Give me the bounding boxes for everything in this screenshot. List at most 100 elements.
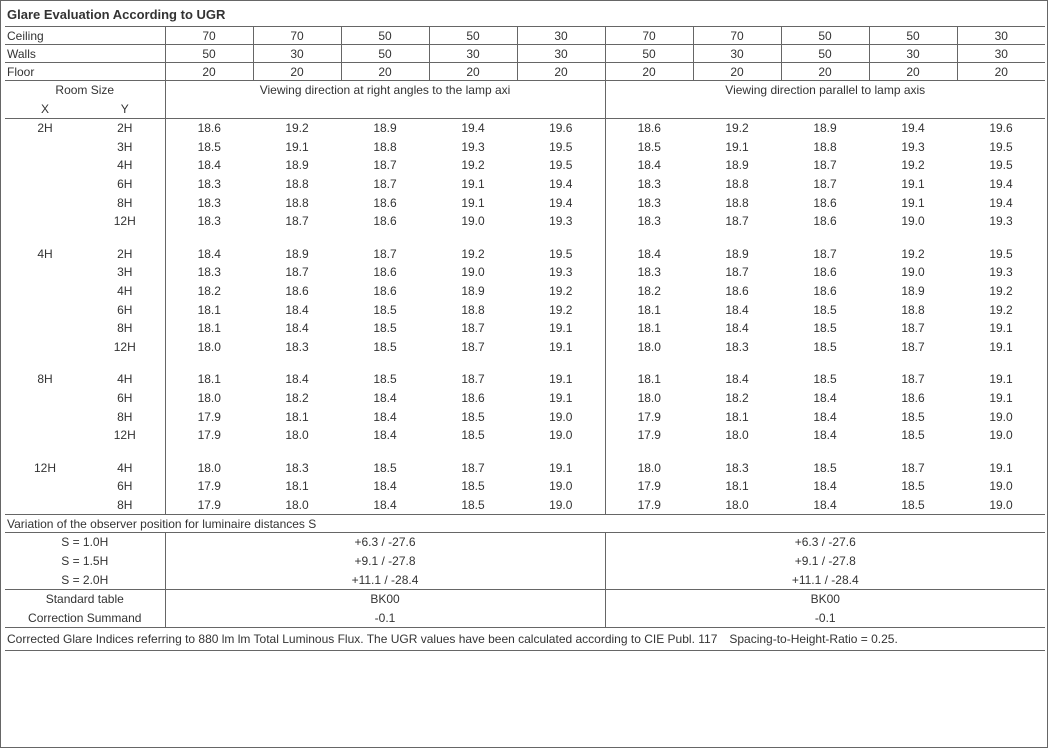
ugr-value: 18.3 [605,263,693,282]
table-title: Glare Evaluation According to UGR [5,5,1043,26]
room-x [5,389,85,408]
ugr-value: 18.7 [429,338,517,357]
ugr-value: 18.0 [605,389,693,408]
ugr-table-frame: Glare Evaluation According to UGR Ceilin… [0,0,1048,748]
ugr-value: 18.4 [253,370,341,389]
header-ceiling-val: 70 [693,27,781,45]
ugr-value: 17.9 [165,477,253,496]
ugr-value: 19.6 [517,119,605,138]
header-ceiling-val: 50 [869,27,957,45]
room-y: 2H [85,119,165,138]
ugr-value: 18.0 [605,338,693,357]
header-floor-val: 20 [869,63,957,81]
room-y: 12H [85,426,165,445]
room-x [5,408,85,427]
ugr-value: 18.7 [253,263,341,282]
room-x [5,477,85,496]
ugr-value: 18.7 [781,245,869,264]
variation-right: +6.3 / -27.6 [605,533,1045,552]
ugr-value: 18.5 [781,459,869,478]
viewing-left-label: Viewing direction at right angles to the… [165,81,605,100]
ugr-value: 18.5 [869,408,957,427]
header-floor-val: 20 [165,63,253,81]
header-walls-val: 50 [165,45,253,63]
ugr-value: 18.8 [693,194,781,213]
ugr-value: 19.0 [429,263,517,282]
ugr-value: 18.9 [253,245,341,264]
ugr-value: 19.0 [517,408,605,427]
ugr-value: 18.4 [781,408,869,427]
ugr-value: 18.8 [429,301,517,320]
ugr-value: 18.4 [341,477,429,496]
correction-right: -0.1 [605,609,1045,628]
ugr-value: 18.1 [605,319,693,338]
room-y: 12H [85,338,165,357]
variation-s: S = 1.5H [5,552,165,571]
ugr-value: 18.6 [693,282,781,301]
header-walls-val: 30 [253,45,341,63]
correction-left: -0.1 [165,609,605,628]
room-y: 4H [85,459,165,478]
header-ceiling-val: 70 [605,27,693,45]
ugr-value: 18.3 [165,194,253,213]
ugr-value: 18.8 [693,175,781,194]
ugr-value: 18.8 [253,175,341,194]
ugr-value: 18.0 [165,338,253,357]
ugr-value: 18.3 [165,212,253,231]
ugr-value: 18.6 [781,263,869,282]
room-y: 2H [85,245,165,264]
header-floor-val: 20 [781,63,869,81]
ugr-value: 19.2 [429,245,517,264]
ugr-value: 18.4 [781,496,869,515]
room-y: 6H [85,477,165,496]
ugr-value: 18.6 [341,212,429,231]
ugr-value: 18.4 [253,301,341,320]
room-x [5,212,85,231]
ugr-value: 18.4 [341,426,429,445]
ugr-value: 17.9 [605,408,693,427]
header-ceiling-val: 50 [341,27,429,45]
ugr-value: 18.2 [253,389,341,408]
ugr-value: 18.5 [869,477,957,496]
ugr-value: 19.1 [957,338,1045,357]
header-floor-val: 20 [605,63,693,81]
ugr-value: 18.0 [165,459,253,478]
ugr-value: 18.6 [341,263,429,282]
ugr-value: 18.6 [341,194,429,213]
correction-label: Correction Summand [5,609,165,628]
ugr-value: 18.9 [869,282,957,301]
ugr-value: 18.3 [605,194,693,213]
ugr-value: 18.4 [693,301,781,320]
ugr-value: 19.2 [429,156,517,175]
room-x [5,156,85,175]
ugr-value: 19.4 [869,119,957,138]
ugr-value: 18.9 [341,119,429,138]
room-x [5,194,85,213]
ugr-value: 19.5 [957,138,1045,157]
ugr-value: 17.9 [605,477,693,496]
header-ceiling-val: 30 [517,27,605,45]
header-ceiling-val: 30 [957,27,1045,45]
ugr-value: 18.1 [605,301,693,320]
header-ceiling-val: 70 [165,27,253,45]
header-ceiling-val: 50 [781,27,869,45]
ugr-value: 19.1 [517,370,605,389]
ugr-value: 18.2 [693,389,781,408]
ugr-value: 18.4 [781,477,869,496]
ugr-value: 19.1 [517,319,605,338]
ugr-value: 18.5 [781,338,869,357]
ugr-value: 19.3 [517,212,605,231]
ugr-value: 19.3 [517,263,605,282]
ugr-value: 19.3 [957,263,1045,282]
ugr-value: 18.7 [869,338,957,357]
header-floor-val: 20 [693,63,781,81]
ugr-value: 18.5 [341,319,429,338]
ugr-value: 18.3 [693,338,781,357]
ugr-value: 18.5 [781,370,869,389]
ugr-value: 19.2 [253,119,341,138]
header-walls-val: 30 [693,45,781,63]
ugr-value: 18.8 [781,138,869,157]
room-y: 8H [85,194,165,213]
room-y: 3H [85,138,165,157]
room-size-label: Room Size [5,81,165,100]
